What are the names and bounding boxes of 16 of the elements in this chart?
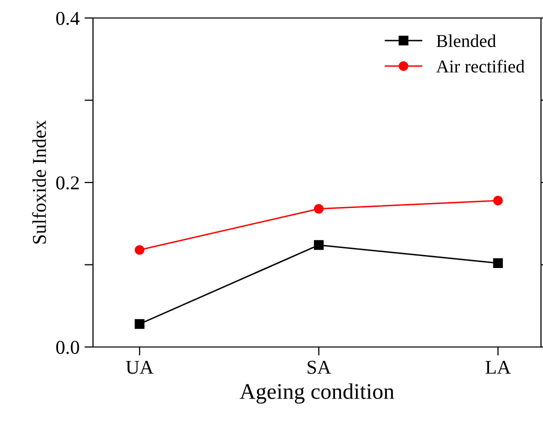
point	[134, 245, 144, 255]
point	[493, 196, 503, 206]
y-tick-label: 0.2	[56, 176, 79, 190]
point	[314, 204, 324, 214]
point	[314, 240, 324, 250]
x-tick-label: SA	[308, 360, 332, 374]
x-tick-label: LA	[486, 360, 511, 374]
point	[134, 319, 144, 329]
legend-label: Blended	[436, 34, 496, 48]
y-tick-label: 0.4	[56, 12, 80, 26]
y-axis-title: Sulfoxide Index	[32, 120, 46, 244]
text: 0.0	[56, 340, 80, 354]
point	[493, 258, 503, 268]
legend-label: Air rectified	[436, 60, 525, 73]
x-tick-label: UA	[126, 360, 154, 374]
x-axis-title: Ageing condition	[240, 383, 394, 404]
